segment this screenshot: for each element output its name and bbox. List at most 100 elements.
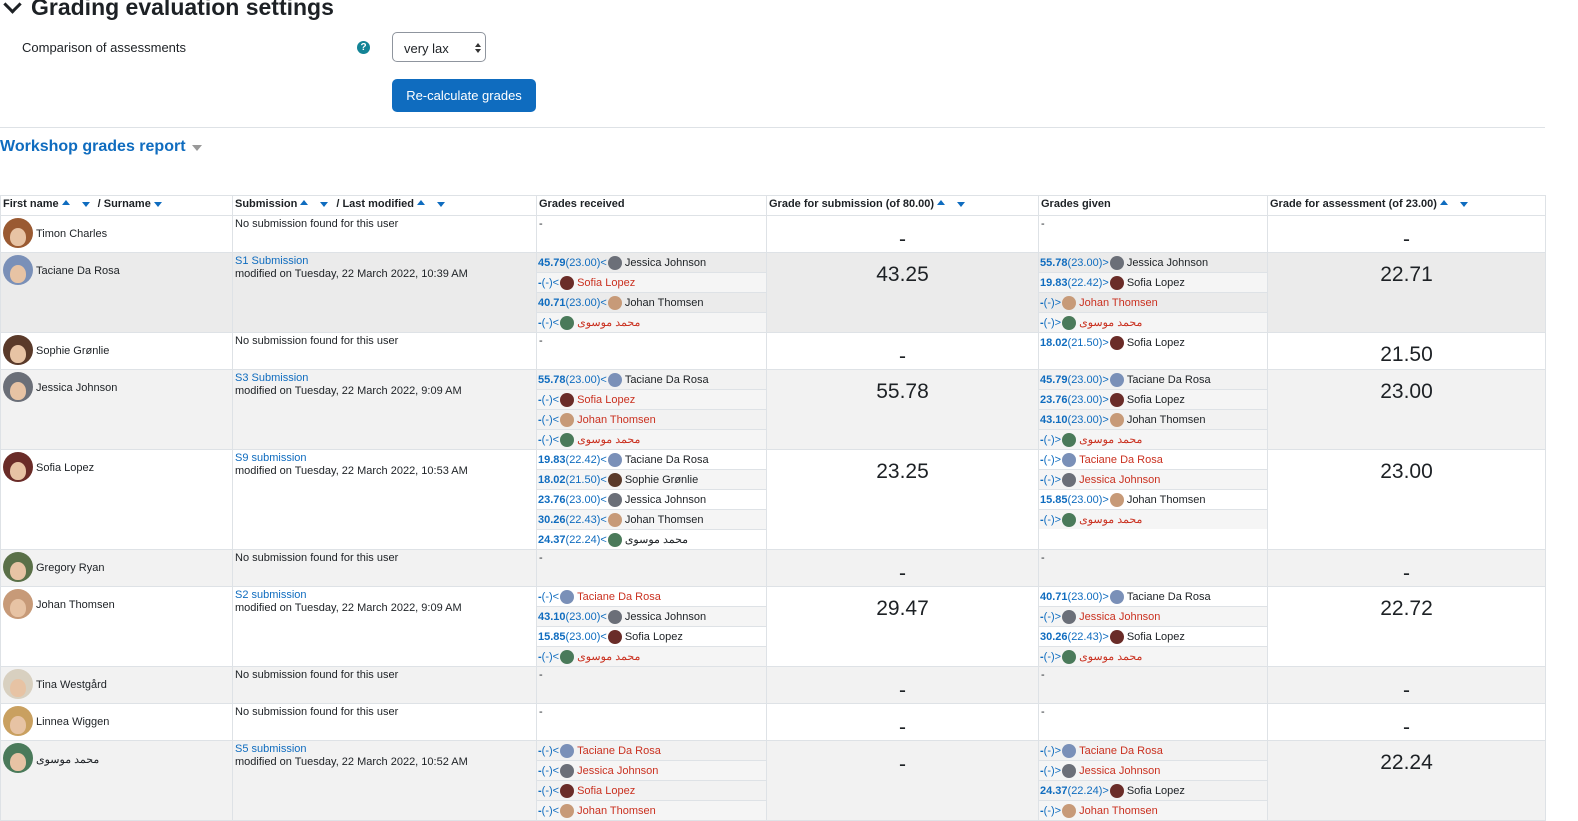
user-name-link[interactable]: Gregory Ryan	[36, 562, 105, 574]
assessment-grade[interactable]: 19.83	[1040, 276, 1068, 289]
settings-section-header[interactable]: Grading evaluation settings	[3, 0, 334, 21]
submission-link[interactable]: S5 submission	[235, 743, 307, 755]
avatar[interactable]	[3, 372, 33, 402]
assessment-grade[interactable]: -	[538, 764, 542, 777]
assessment-grade[interactable]: -	[538, 650, 542, 663]
assessment-grade[interactable]: 24.37	[538, 533, 566, 546]
assessment-item[interactable]: - (-)< Sofia Lopez	[537, 781, 766, 801]
user-name-link[interactable]: Linnea Wiggen	[36, 716, 110, 728]
avatar[interactable]	[3, 552, 33, 582]
avatar[interactable]	[3, 669, 33, 699]
sort-first-name-link[interactable]: First name	[3, 198, 59, 210]
assessment-item[interactable]: - (-)< Sofia Lopez	[537, 273, 766, 293]
assessment-grade[interactable]: 45.79	[538, 256, 566, 269]
sort-asc-icon[interactable]	[300, 199, 309, 205]
question-circle-icon[interactable]: ?	[357, 41, 370, 54]
assessment-grade[interactable]: 15.85	[538, 630, 566, 643]
assessment-grade[interactable]: 55.78	[1040, 256, 1068, 269]
assessment-grade[interactable]: 40.71	[538, 296, 566, 309]
assessment-grade[interactable]: -	[1040, 764, 1044, 777]
assessment-item[interactable]: - (-)< Taciane Da Rosa	[537, 587, 766, 607]
assessment-grade[interactable]: -	[538, 433, 542, 446]
assessment-grade[interactable]: -	[538, 316, 542, 329]
assessment-grade[interactable]: -	[1040, 453, 1044, 466]
assessment-grade[interactable]: 43.10	[538, 610, 566, 623]
assessment-item[interactable]: - (-)> Johan Thomsen	[1039, 293, 1267, 313]
sort-desc-icon[interactable]	[81, 201, 90, 207]
user-name-link[interactable]: محمد موسوی	[36, 754, 100, 766]
assessment-item[interactable]: 30.26 (22.43)> Sofia Lopez	[1039, 627, 1267, 647]
assessment-item[interactable]: - (-)> Jessica Johnson	[1039, 607, 1267, 627]
assessment-grade[interactable]: -	[1040, 610, 1044, 623]
sort-grade-submission-link[interactable]: Grade for submission (of 80.00)	[769, 198, 935, 210]
assessment-grade[interactable]: -	[538, 276, 542, 289]
assessment-item[interactable]: - (-)< محمد موسوی	[537, 430, 766, 449]
assessment-item[interactable]: 15.85 (23.00)< Sofia Lopez	[537, 627, 766, 647]
assessment-item[interactable]: - (-)> Taciane Da Rosa	[1039, 450, 1267, 470]
avatar[interactable]	[3, 743, 33, 773]
assessment-item[interactable]: - (-)< Jessica Johnson	[537, 761, 766, 781]
assessment-item[interactable]: - (-)< Johan Thomsen	[537, 410, 766, 430]
chevron-down-icon[interactable]	[3, 0, 22, 14]
comparison-select[interactable]: very lax	[392, 32, 486, 62]
assessment-item[interactable]: - (-)< Sofia Lopez	[537, 390, 766, 410]
assessment-item[interactable]: 43.10 (23.00)> Johan Thomsen	[1039, 410, 1267, 430]
avatar[interactable]	[3, 589, 33, 619]
assessment-item[interactable]: 55.78 (23.00)> Jessica Johnson	[1039, 253, 1267, 273]
submission-link[interactable]: S9 submission	[235, 452, 307, 464]
assessment-grade[interactable]: 15.85	[1040, 493, 1068, 506]
assessment-grade[interactable]: -	[538, 784, 542, 797]
assessment-item[interactable]: 40.71 (23.00)< Johan Thomsen	[537, 293, 766, 313]
assessment-item[interactable]: - (-)> محمد موسوی	[1039, 313, 1267, 332]
assessment-item[interactable]: - (-)< محمد موسوی	[537, 313, 766, 332]
sort-desc-icon[interactable]	[436, 201, 445, 207]
assessment-grade[interactable]: -	[1040, 296, 1044, 309]
sort-submission-link[interactable]: Submission	[235, 198, 298, 210]
assessment-grade[interactable]: 19.83	[538, 453, 566, 466]
assessment-grade[interactable]: 23.76	[1040, 393, 1068, 406]
user-name-link[interactable]: Sophie Grønlie	[36, 345, 110, 357]
assessment-item[interactable]: - (-)> Jessica Johnson	[1039, 761, 1267, 781]
assessment-item[interactable]: 23.76 (23.00)< Jessica Johnson	[537, 490, 766, 510]
assessment-grade[interactable]: 45.79	[1040, 373, 1068, 386]
assessment-item[interactable]: 18.02 (21.50)< Sophie Grønlie	[537, 470, 766, 490]
avatar[interactable]	[3, 335, 33, 365]
assessment-item[interactable]: 40.71 (23.00)> Taciane Da Rosa	[1039, 587, 1267, 607]
assessment-grade[interactable]: -	[1040, 650, 1044, 663]
avatar[interactable]	[3, 452, 33, 482]
assessment-grade[interactable]: 43.10	[1040, 413, 1068, 426]
assessment-item[interactable]: - (-)< Taciane Da Rosa	[537, 741, 766, 761]
user-name-link[interactable]: Tina Westgård	[36, 679, 107, 691]
submission-link[interactable]: S2 submission	[235, 589, 307, 601]
assessment-item[interactable]: 19.83 (22.42)> Sofia Lopez	[1039, 273, 1267, 293]
sort-desc-icon[interactable]	[320, 201, 329, 207]
assessment-grade[interactable]: -	[1040, 433, 1044, 446]
submission-link[interactable]: S3 Submission	[235, 372, 309, 384]
assessment-item[interactable]: 45.79 (23.00)> Taciane Da Rosa	[1039, 370, 1267, 390]
user-name-link[interactable]: Jessica Johnson	[36, 382, 118, 394]
assessment-grade[interactable]: 18.02	[538, 473, 566, 486]
user-name-link[interactable]: Taciane Da Rosa	[36, 265, 120, 277]
assessment-grade[interactable]: -	[538, 590, 542, 603]
user-name-link[interactable]: Timon Charles	[36, 228, 108, 240]
assessment-grade[interactable]: -	[538, 744, 542, 757]
assessment-grade[interactable]: 55.78	[538, 373, 566, 386]
assessment-grade[interactable]: 18.02	[1040, 336, 1068, 349]
assessment-item[interactable]: 24.37 (22.24)> Sofia Lopez	[1039, 781, 1267, 801]
sort-asc-icon[interactable]	[1439, 199, 1448, 205]
assessment-item[interactable]: 15.85 (23.00)> Johan Thomsen	[1039, 490, 1267, 510]
assessment-item[interactable]: 19.83 (22.42)< Taciane Da Rosa	[537, 450, 766, 470]
assessment-grade[interactable]: -	[1040, 316, 1044, 329]
assessment-item[interactable]: - (-)> محمد موسوی	[1039, 430, 1267, 449]
assessment-grade[interactable]: 30.26	[1040, 630, 1068, 643]
avatar[interactable]	[3, 706, 33, 736]
assessment-grade[interactable]: 23.76	[538, 493, 566, 506]
assessment-item[interactable]: - (-)> محمد موسوی	[1039, 510, 1267, 529]
assessment-grade[interactable]: -	[538, 413, 542, 426]
sort-last-modified-link[interactable]: / Last modified	[336, 198, 414, 210]
assessment-item[interactable]: - (-)> Jessica Johnson	[1039, 470, 1267, 490]
user-name-link[interactable]: Johan Thomsen	[36, 599, 115, 611]
assessment-grade[interactable]: -	[538, 393, 542, 406]
sort-asc-icon[interactable]	[937, 199, 946, 205]
submission-link[interactable]: S1 Submission	[235, 255, 309, 267]
